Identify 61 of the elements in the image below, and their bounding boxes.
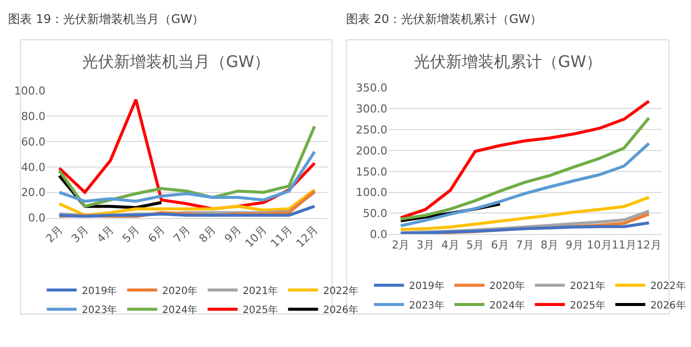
- chart-subtitle: 光伏新增装机当月（GW）: [82, 52, 270, 71]
- y-tick-label: 0.0: [28, 212, 46, 225]
- x-tick-label: 6月: [491, 238, 510, 252]
- legend-label: 2020年: [162, 284, 198, 297]
- x-tick-label: 7月: [171, 223, 193, 246]
- x-tick-label: 2月: [43, 223, 66, 246]
- legend-label: 2019年: [82, 284, 118, 297]
- legend-label: 2026年: [323, 304, 359, 316]
- legend-label: 2025年: [242, 304, 278, 316]
- x-tick-label: 9月: [565, 238, 584, 252]
- y-tick-label: 20.0: [21, 186, 46, 200]
- y-tick-label: 150.0: [356, 165, 388, 178]
- legend-label: 2022年: [323, 284, 359, 297]
- y-tick-label: 300.0: [356, 102, 388, 116]
- x-tick-label: 11月: [612, 238, 637, 252]
- x-tick-label: 8月: [196, 223, 218, 246]
- x-tick-label: 4月: [94, 223, 116, 246]
- x-tick-label: 7月: [516, 238, 534, 252]
- x-tick-label: 10月: [586, 238, 612, 252]
- x-tick-label: 11月: [268, 223, 296, 250]
- y-tick-label: 250.0: [356, 123, 388, 136]
- chart-title: 图表 19：光伏新增装机当月（GW）: [8, 12, 204, 26]
- legend-label: 2024年: [489, 299, 525, 312]
- y-tick-label: 50.0: [362, 207, 388, 220]
- x-tick-label: 5月: [466, 238, 484, 252]
- legend-label: 2024年: [162, 304, 198, 316]
- y-tick-label: 100.0: [14, 84, 46, 98]
- line-series: [399, 196, 650, 232]
- y-tick-label: 0.0: [370, 228, 388, 241]
- line-series: [399, 142, 650, 228]
- legend-label: 2023年: [408, 299, 444, 312]
- line-series: [399, 221, 650, 234]
- y-tick-label: 60.0: [21, 135, 46, 148]
- y-tick-label: 40.0: [21, 160, 46, 174]
- legend-label: 2019年: [408, 280, 444, 292]
- legend-label: 2025年: [570, 299, 606, 312]
- x-tick-label: 12月: [294, 223, 321, 250]
- x-tick-label: 4月: [441, 238, 460, 252]
- x-tick-label: 3月: [68, 223, 91, 246]
- x-tick-label: 5月: [120, 223, 142, 246]
- y-tick-label: 100.0: [356, 186, 388, 200]
- x-tick-label: 9月: [222, 223, 244, 246]
- legend-label: 2021年: [242, 284, 278, 297]
- legend-label: 2021年: [570, 280, 606, 292]
- line-series: [58, 204, 316, 218]
- chart-title: 图表 20：光伏新增装机累计（GW）: [346, 12, 542, 26]
- y-tick-label: 200.0: [356, 144, 388, 158]
- legend-label: 2026年: [650, 299, 686, 312]
- x-tick-label: 8月: [540, 238, 559, 252]
- y-tick-label: 350.0: [356, 82, 388, 95]
- y-tick-label: 80.0: [21, 110, 46, 123]
- legend-label: 2020年: [489, 280, 525, 292]
- chart-subtitle: 光伏新增装机累计（GW）: [414, 52, 602, 71]
- x-tick-label: 12月: [636, 238, 662, 252]
- x-tick-label: 2月: [392, 238, 410, 252]
- x-tick-label: 10月: [242, 223, 270, 250]
- x-tick-label: 3月: [416, 238, 435, 252]
- legend-label: 2022年: [650, 280, 686, 292]
- legend-label: 2023年: [82, 304, 118, 316]
- x-tick-label: 6月: [146, 223, 168, 246]
- line-series: [58, 150, 316, 203]
